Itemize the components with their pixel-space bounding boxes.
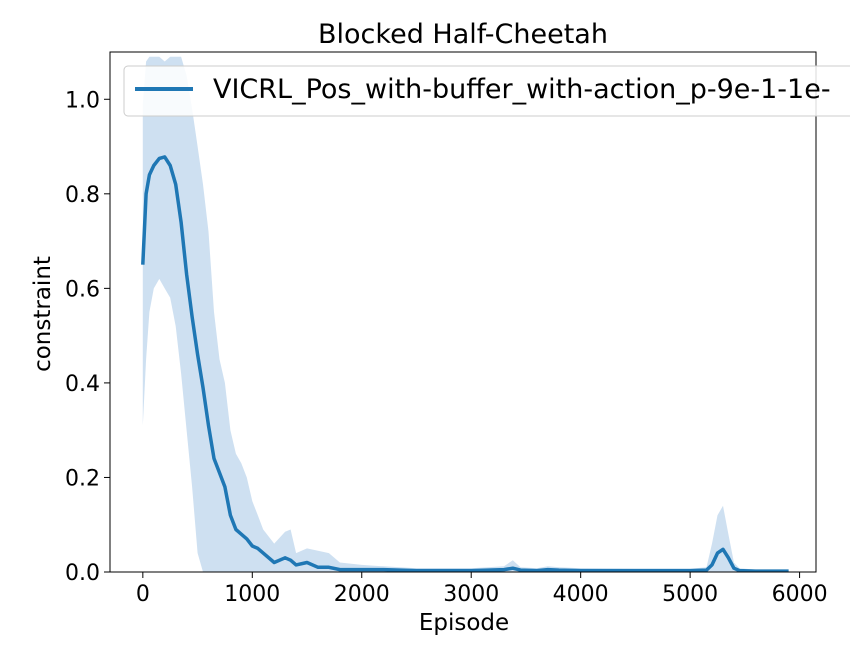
plot-frame	[109, 51, 817, 573]
y-tick-label: 0.2	[65, 466, 100, 491]
x-tick-label: 2000	[334, 582, 390, 607]
y-tick-label: 0.6	[65, 277, 100, 302]
x-tick-label: 5000	[662, 582, 718, 607]
y-tick-label: 0.8	[65, 183, 100, 208]
x-tick-label: 0	[136, 582, 150, 607]
legend-box	[123, 65, 850, 117]
x-axis-label: Episode	[419, 610, 509, 636]
axes: 0 1000 2000 3000 4000 5000 6000 0.0 0.2 0.4 0.6 0.8…	[65, 51, 828, 607]
x-tick-label: 1000	[224, 582, 280, 607]
chart-title: Blocked Half-Cheetah	[318, 19, 608, 50]
x-tick-label: 4000	[553, 582, 609, 607]
y-tick-label: 0.4	[65, 372, 100, 397]
y-axis-label: constraint	[30, 256, 56, 372]
legend: VICRL_Pos_with-buffer_with-action_p-9e-1…	[123, 65, 850, 117]
legend-series-label: VICRL_Pos_with-buffer_with-action_p-9e-1…	[213, 74, 831, 105]
x-tick-label: 6000	[772, 582, 828, 607]
y-tick-label: 0.0	[65, 561, 100, 586]
series-line-0	[141, 155, 789, 572]
series-band-0	[142, 56, 789, 572]
y-tick-label: 1.0	[65, 88, 100, 113]
plot-area	[141, 56, 789, 572]
x-tick-label: 3000	[443, 582, 499, 607]
